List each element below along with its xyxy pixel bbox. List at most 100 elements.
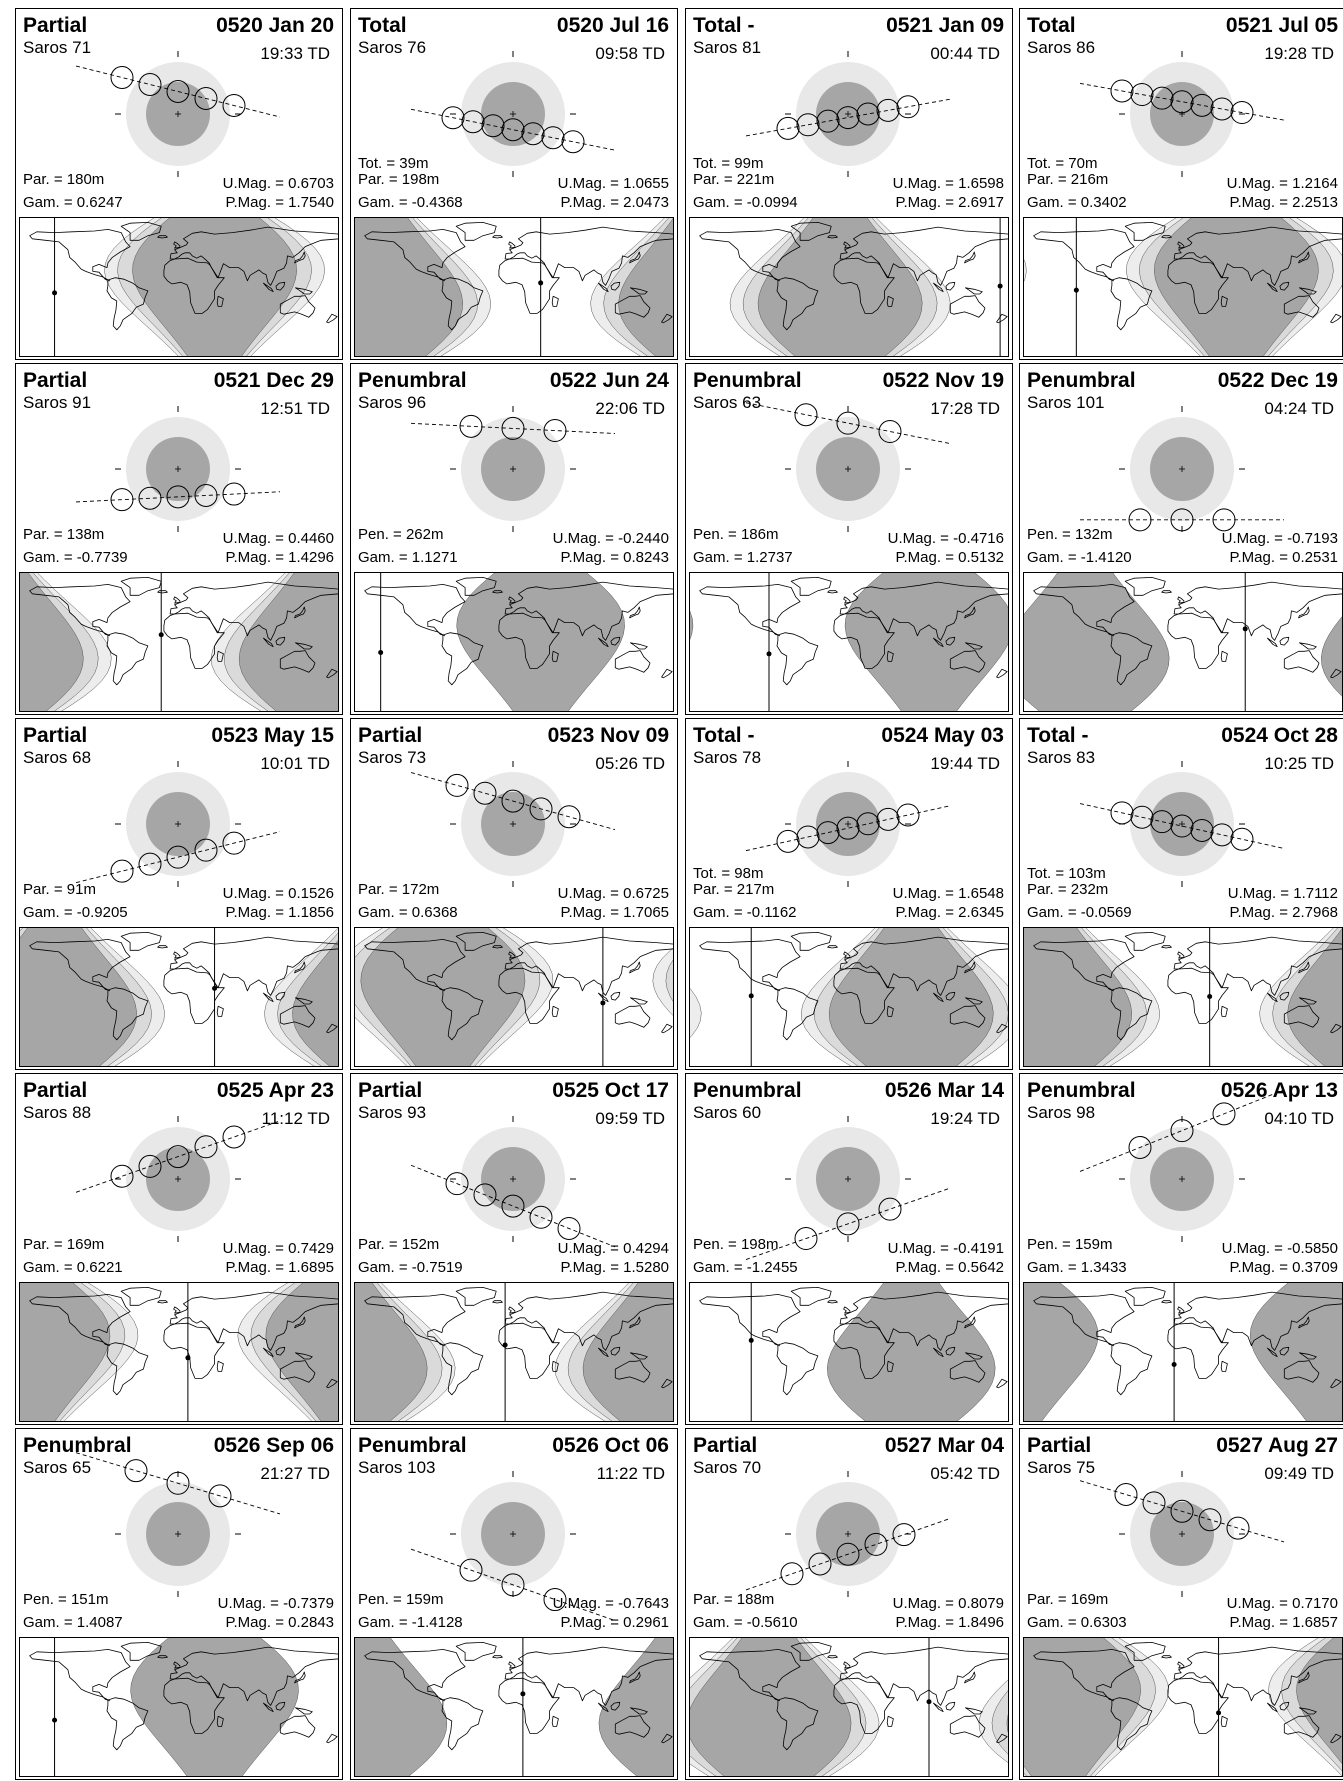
- eclipse-diagram: [745, 51, 951, 177]
- land-outline-greenland: [120, 222, 162, 241]
- land-outline-japan: [1298, 606, 1310, 619]
- land-outline-north-america: [364, 229, 466, 282]
- penumbral-magnitude: P.Mag. = 0.5642: [895, 1259, 1004, 1276]
- land-outline-iceland: [827, 235, 838, 239]
- land-outline-borneo: [610, 1346, 621, 1356]
- land-outline-borneo: [1279, 1701, 1290, 1711]
- moon-position: [836, 411, 860, 435]
- saros-number: Saros 63: [693, 393, 762, 412]
- eclipse-date: 0526 Oct 06: [552, 1434, 669, 1457]
- shadow-zone: [19, 1282, 111, 1422]
- land-outline-borneo: [1279, 636, 1290, 646]
- sub-lunar-point: [1216, 1710, 1222, 1716]
- partial-duration: Pen. = 159m: [1027, 1236, 1113, 1253]
- land-outline-greenland: [455, 1642, 497, 1661]
- land-outline-greenland: [120, 1287, 162, 1306]
- land-outline-new-guinea: [295, 1707, 313, 1715]
- moon-position: [110, 859, 134, 883]
- partial-duration: Par. = 91m: [23, 881, 96, 898]
- umbral-magnitude: U.Mag. = 1.7112: [1227, 885, 1338, 902]
- land-outline-borneo: [275, 1701, 286, 1711]
- land-outline-new-zealand: [326, 313, 338, 324]
- land-outline-sumatra: [598, 1347, 609, 1358]
- eclipse-date: 0523 Nov 09: [547, 724, 669, 747]
- eclipse-panel: Partial 0520 Jan 20 Saros 71 19:33 TD Par. =…: [15, 8, 343, 360]
- eclipse-date: 0526 Sep 06: [213, 1434, 334, 1457]
- land-outline-madagascar: [1220, 1715, 1228, 1727]
- penumbral-magnitude: P.Mag. = 0.2843: [225, 1614, 334, 1631]
- eclipse-date: 0521 Dec 29: [213, 369, 334, 392]
- partial-duration: Par. = 172m: [358, 881, 440, 898]
- sub-lunar-point: [212, 985, 218, 991]
- shadow-zone: [132, 217, 297, 357]
- land-outline-greenland: [120, 1642, 162, 1661]
- moon-position: [557, 1216, 581, 1240]
- visibility-map: [354, 572, 674, 712]
- gamma-value: Gam. = -0.7519: [358, 1259, 463, 1276]
- land-outline-great-britain: [508, 1661, 516, 1669]
- moon-position: [1114, 1483, 1138, 1507]
- shadow-zone: [456, 572, 625, 712]
- eclipse-date: 0523 May 15: [211, 724, 334, 747]
- moon-path: [410, 772, 616, 831]
- land-outline-japan: [964, 606, 976, 619]
- visibility-map: [1023, 572, 1343, 712]
- map-frame: [354, 927, 674, 1067]
- moon-position: [1212, 508, 1236, 532]
- eclipse-time: 11:22 TD: [596, 1464, 665, 1483]
- totality-duration: Tot. = 70m: [1027, 155, 1098, 172]
- gamma-value: Gam. = 1.4087: [23, 1614, 123, 1631]
- land-outline-sumatra: [598, 282, 609, 293]
- eclipse-time: 09:49 TD: [1264, 1464, 1334, 1483]
- moon-position: [878, 420, 902, 444]
- land-outline-borneo: [610, 1701, 621, 1711]
- umbral-magnitude: U.Mag. = 0.7170: [1226, 1595, 1338, 1612]
- land-outline-eurasia: [839, 226, 1009, 286]
- penumbral-magnitude: P.Mag. = 1.6857: [1229, 1614, 1338, 1631]
- land-outline-new-zealand: [996, 1733, 1008, 1744]
- land-outline-great-britain: [1177, 241, 1185, 249]
- land-outline-eurasia: [169, 1291, 339, 1351]
- partial-duration: Pen. = 159m: [358, 1591, 444, 1608]
- land-outline-japan: [294, 251, 306, 264]
- moon-position: [1170, 90, 1194, 114]
- land-outline-great-britain: [508, 951, 516, 959]
- saros-number: Saros 73: [358, 748, 427, 767]
- gamma-value: Gam. = -0.5610: [693, 1614, 798, 1631]
- saros-number: Saros 86: [1027, 38, 1096, 57]
- land-outline-new-guinea: [1299, 287, 1317, 295]
- umbral-magnitude: U.Mag. = -0.7379: [217, 1595, 334, 1612]
- eclipse-time: 04:24 TD: [1264, 399, 1334, 418]
- moon-position: [856, 812, 880, 836]
- land-outline-eurasia: [1173, 581, 1343, 641]
- land-outline-sumatra: [263, 282, 274, 293]
- land-outline-madagascar: [551, 650, 559, 662]
- moon-path: [745, 1187, 951, 1260]
- moon-path: [75, 831, 281, 884]
- partial-duration: Pen. = 198m: [693, 1236, 779, 1253]
- land-outline-north-america: [29, 939, 131, 992]
- eclipse-type: Total -: [693, 14, 755, 37]
- eclipse-diagram: [1079, 1089, 1285, 1242]
- moon-position: [166, 80, 190, 104]
- land-outline-sumatra: [933, 992, 944, 1003]
- land-outline-japan: [1298, 251, 1310, 264]
- moon-path: [75, 1452, 281, 1515]
- land-outline-iceland: [492, 590, 503, 594]
- visibility-map: [1023, 1282, 1343, 1422]
- land-outline-australia: [279, 650, 316, 673]
- land-outline-madagascar: [886, 1360, 894, 1372]
- eclipse-panel: Partial 0527 Aug 27 Saros 75 09:49 TD Par. =…: [1019, 1428, 1343, 1780]
- land-outline-great-britain: [843, 1661, 851, 1669]
- sub-lunar-point: [926, 1699, 932, 1705]
- gamma-value: Gam. = -0.0994: [693, 194, 798, 211]
- moon-position: [459, 414, 483, 438]
- land-outline-borneo: [610, 991, 621, 1001]
- eclipse-time: 19:28 TD: [1264, 44, 1334, 63]
- totality-duration: Tot. = 99m: [693, 155, 764, 172]
- land-outline-eurasia: [839, 936, 1009, 996]
- land-outline-africa: [1167, 612, 1229, 669]
- land-outline-new-guinea: [1299, 1707, 1317, 1715]
- eclipse-panel: Partial 0523 Nov 09 Saros 73 05:26 TD Par. =…: [350, 718, 678, 1070]
